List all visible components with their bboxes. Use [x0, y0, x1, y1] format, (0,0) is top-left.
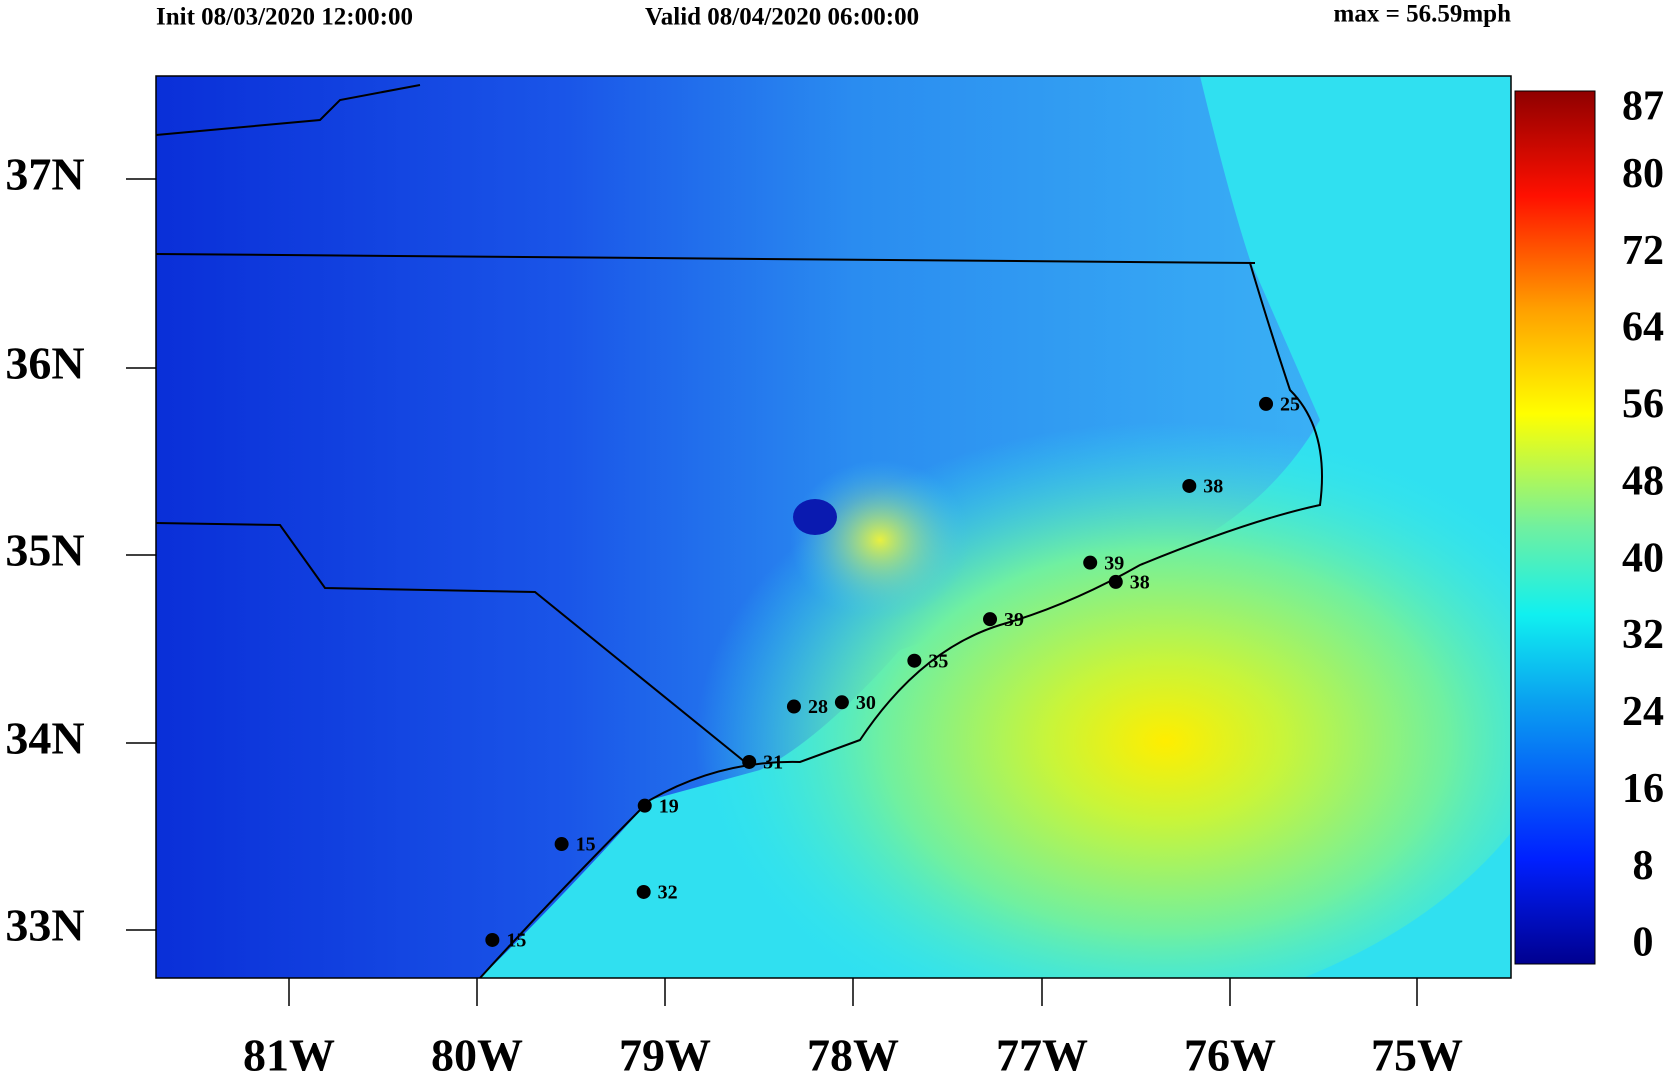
lon-label: 79W: [619, 1030, 711, 1081]
lon-label: 81W: [243, 1030, 335, 1081]
station-value: 19: [659, 795, 679, 817]
lat-label: 37N: [5, 149, 84, 200]
station-value: 38: [1203, 476, 1223, 498]
station-dot: [554, 837, 569, 852]
map-area: [156, 76, 1511, 978]
colorbar-label: 64: [1622, 305, 1664, 351]
station-dot: [1108, 574, 1123, 589]
station-value: 32: [658, 882, 678, 904]
station-value: 39: [1004, 609, 1024, 631]
station-value: 15: [506, 930, 526, 952]
lon-label: 78W: [807, 1030, 899, 1081]
station-dot: [636, 884, 651, 899]
colorbar-label: 87: [1622, 84, 1664, 130]
station-dot: [834, 695, 849, 710]
lon-label: 77W: [996, 1030, 1088, 1081]
station-dot: [1182, 478, 1197, 493]
colorbar-label: 24: [1622, 689, 1664, 735]
colorbar-label: 72: [1622, 228, 1664, 274]
lat-label: 35N: [5, 525, 84, 576]
max-value: max = 56.59mph: [1334, 1, 1512, 28]
map-frame: [155, 75, 1512, 979]
station-dot: [983, 612, 998, 627]
station-value: 15: [576, 834, 596, 856]
colorbar-label: 56: [1622, 382, 1664, 428]
colorbar: [1514, 90, 1596, 965]
init-time: Init 08/03/2020 12:00:00: [156, 4, 413, 31]
station-dot: [485, 932, 500, 947]
station-dot: [637, 798, 652, 813]
lon-label: 76W: [1184, 1030, 1276, 1081]
station-value: 31: [763, 752, 783, 774]
colorbar-label: 16: [1622, 766, 1664, 812]
lat-label: 34N: [5, 713, 84, 764]
station-dot: [742, 754, 757, 769]
lon-label: 75W: [1371, 1030, 1463, 1081]
station-value: 39: [1104, 552, 1124, 574]
lon-label: 80W: [431, 1030, 523, 1081]
valid-time: Valid 08/04/2020 06:00:00: [645, 4, 919, 31]
colorbar-label: 48: [1622, 458, 1664, 504]
station-dot: [1083, 555, 1098, 570]
lat-label: 33N: [5, 900, 84, 951]
station-value: 35: [928, 650, 948, 672]
colorbar-label: 8: [1633, 843, 1654, 889]
station-dot: [1259, 396, 1274, 411]
colorbar-label: 32: [1622, 612, 1664, 658]
station-value: 38: [1130, 571, 1150, 593]
station-value: 30: [856, 692, 876, 714]
colorbar-label: 40: [1622, 535, 1664, 581]
colorbar-label: 0: [1633, 920, 1654, 966]
station-value: 25: [1280, 393, 1300, 415]
station-dot: [907, 653, 922, 668]
lat-label: 36N: [5, 338, 84, 389]
station-dot: [786, 699, 801, 714]
station-value: 28: [808, 696, 828, 718]
colorbar-label: 80: [1622, 151, 1664, 197]
